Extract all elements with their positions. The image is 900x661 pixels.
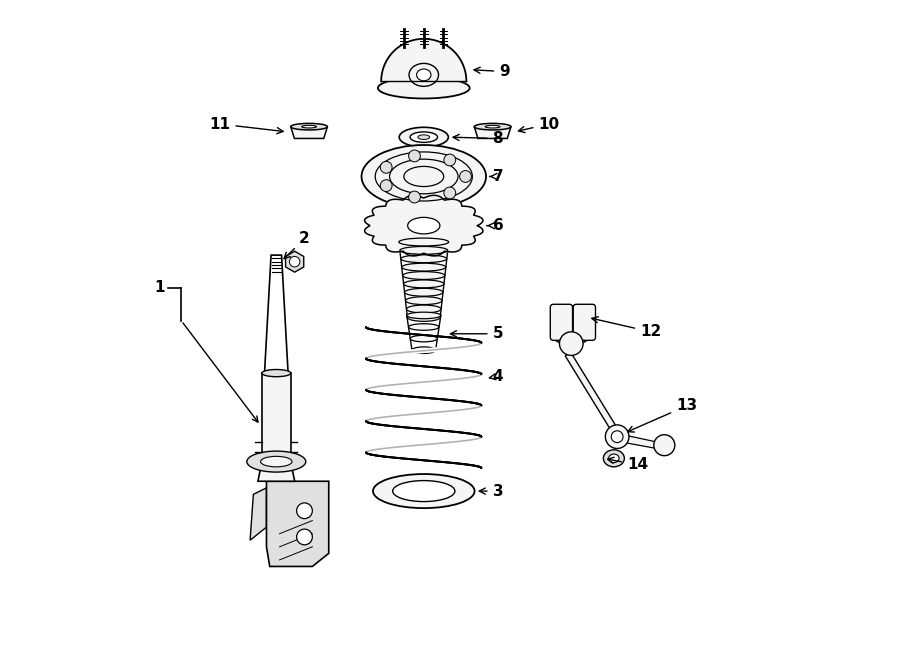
Ellipse shape <box>408 217 440 234</box>
Polygon shape <box>614 433 656 448</box>
Text: 14: 14 <box>608 457 648 473</box>
Ellipse shape <box>247 451 306 472</box>
Ellipse shape <box>474 124 511 130</box>
Circle shape <box>606 425 629 448</box>
Ellipse shape <box>608 454 619 463</box>
Text: 7: 7 <box>490 169 503 184</box>
Text: 8: 8 <box>453 131 503 146</box>
Text: 3: 3 <box>479 484 503 498</box>
Ellipse shape <box>373 474 474 508</box>
Text: 5: 5 <box>450 327 503 341</box>
Circle shape <box>653 435 675 455</box>
Circle shape <box>290 256 300 267</box>
Ellipse shape <box>400 247 447 254</box>
Polygon shape <box>265 255 288 373</box>
Ellipse shape <box>485 126 500 128</box>
Polygon shape <box>262 373 291 465</box>
Text: 13: 13 <box>627 399 698 432</box>
Text: 1: 1 <box>155 280 165 295</box>
Polygon shape <box>266 481 328 566</box>
Ellipse shape <box>302 126 317 128</box>
Circle shape <box>460 171 472 182</box>
Ellipse shape <box>409 324 439 330</box>
Polygon shape <box>258 468 294 481</box>
Ellipse shape <box>392 481 454 502</box>
Ellipse shape <box>408 313 440 321</box>
FancyBboxPatch shape <box>573 304 596 340</box>
Polygon shape <box>382 39 466 81</box>
Text: 9: 9 <box>474 64 509 79</box>
Ellipse shape <box>554 327 590 345</box>
Ellipse shape <box>402 272 445 280</box>
Polygon shape <box>291 127 328 138</box>
Text: 12: 12 <box>592 317 662 339</box>
Ellipse shape <box>410 335 437 342</box>
Circle shape <box>444 187 455 199</box>
Circle shape <box>297 529 312 545</box>
Ellipse shape <box>410 132 437 142</box>
Ellipse shape <box>407 305 441 313</box>
Ellipse shape <box>405 288 443 296</box>
Circle shape <box>409 191 420 203</box>
Polygon shape <box>250 488 266 540</box>
Ellipse shape <box>417 69 431 81</box>
Ellipse shape <box>378 77 470 98</box>
Ellipse shape <box>401 263 446 271</box>
Circle shape <box>297 503 312 519</box>
Ellipse shape <box>418 135 429 139</box>
Ellipse shape <box>603 449 625 467</box>
Ellipse shape <box>362 145 486 208</box>
Circle shape <box>381 180 392 192</box>
Ellipse shape <box>400 255 446 262</box>
Circle shape <box>444 154 455 166</box>
Ellipse shape <box>262 369 291 377</box>
Ellipse shape <box>407 312 441 319</box>
Polygon shape <box>565 352 617 430</box>
Text: 10: 10 <box>518 116 560 133</box>
Text: 6: 6 <box>487 218 503 233</box>
Ellipse shape <box>406 297 442 305</box>
Circle shape <box>409 150 420 162</box>
Ellipse shape <box>399 238 449 246</box>
Ellipse shape <box>261 456 292 467</box>
Polygon shape <box>285 251 303 272</box>
Text: 11: 11 <box>210 116 284 134</box>
Text: 4: 4 <box>490 369 503 384</box>
Circle shape <box>611 431 623 443</box>
Polygon shape <box>364 195 483 256</box>
Polygon shape <box>474 127 511 138</box>
Ellipse shape <box>291 124 328 130</box>
Circle shape <box>560 332 583 356</box>
Circle shape <box>381 161 392 173</box>
FancyBboxPatch shape <box>550 304 572 340</box>
Ellipse shape <box>400 128 448 147</box>
Text: 2: 2 <box>284 231 310 258</box>
Ellipse shape <box>403 280 444 288</box>
Ellipse shape <box>412 347 436 354</box>
